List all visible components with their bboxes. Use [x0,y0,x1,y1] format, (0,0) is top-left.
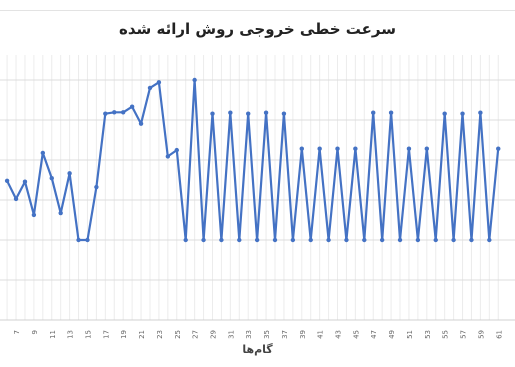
data-point [147,85,153,91]
x-tick-label: 21 [138,330,146,339]
data-point [397,237,403,243]
data-point [192,77,197,83]
data-point [496,146,501,151]
data-point [353,146,358,151]
data-point [478,110,483,115]
x-tick-label: 49 [388,330,396,339]
x-tick-label: 19 [120,330,128,339]
data-point [335,146,340,151]
x-tick-label: 31 [227,330,235,339]
data-point [67,171,72,176]
data-point [281,111,287,116]
x-tick-label: 59 [477,330,485,339]
data-point [112,110,117,115]
x-tick-label: 53 [424,330,432,339]
data-point [326,237,331,243]
data-point [388,110,394,115]
data-point [183,237,188,243]
data-point [201,237,206,243]
x-tick-label: 57 [460,330,468,339]
series-line [6,78,500,242]
x-tick-label: 43 [335,330,343,339]
data-point [415,237,421,243]
data-point [165,154,171,159]
data-point [317,146,322,151]
x-tick-label: 25 [174,330,182,339]
x-tick-label: 45 [352,330,360,339]
data-point [156,80,162,85]
data-point [246,111,251,116]
data-point [94,184,99,190]
data-point [362,237,367,243]
top-divider [0,10,515,11]
data-point [460,111,465,116]
data-point [406,146,412,151]
data-point [49,176,54,181]
data-point [85,237,90,243]
x-tick-label: 27 [192,330,200,339]
x-tick-label: 61 [495,330,503,339]
x-tick-label: 7 [13,330,21,334]
data-point [174,147,179,153]
data-point [76,237,81,243]
data-point [371,110,376,115]
x-tick-label: 15 [84,330,92,339]
data-point [299,146,304,151]
data-point [31,212,37,218]
data-point [433,237,438,243]
data-point [308,237,313,243]
data-point [58,210,63,216]
data-point [487,237,492,243]
data-point [40,150,46,156]
data-point [129,104,135,109]
chart-title: سرعت خطی خروجی روش ارائه شده [119,20,396,38]
x-tick-label: 37 [281,330,289,339]
x-tick-label: 41 [317,330,325,339]
data-point [451,237,456,243]
data-point [103,111,108,116]
x-tick-label: 47 [370,330,378,339]
data-point [424,146,430,151]
data-point [344,237,349,243]
x-axis-label: گام‌ها [242,343,273,356]
data-point [290,237,296,243]
data-point [22,179,28,184]
x-tick-label: 13 [67,330,75,339]
data-point [228,110,233,115]
data-point [120,110,126,115]
data-point [138,121,144,126]
x-tick-label: 17 [102,330,110,339]
data-point [254,237,260,243]
x-tick-label: 33 [245,330,253,339]
data-point [469,237,474,243]
data-point [219,237,224,243]
x-tick-label: 23 [156,330,164,339]
x-tick-label: 11 [49,330,57,339]
x-tick-label: 55 [442,330,450,339]
data-point [379,237,385,243]
data-point [263,110,269,115]
x-tick-label: 51 [406,330,414,339]
data-point [237,237,242,243]
x-tick-label: 39 [299,330,307,339]
x-tick-label: 29 [209,330,217,339]
data-point [210,111,215,116]
data-point [4,178,10,183]
data-point [13,196,19,202]
x-tick-label: 35 [263,330,271,339]
x-tick-label: 9 [31,330,39,334]
data-point [272,237,278,243]
data-point [442,111,447,116]
